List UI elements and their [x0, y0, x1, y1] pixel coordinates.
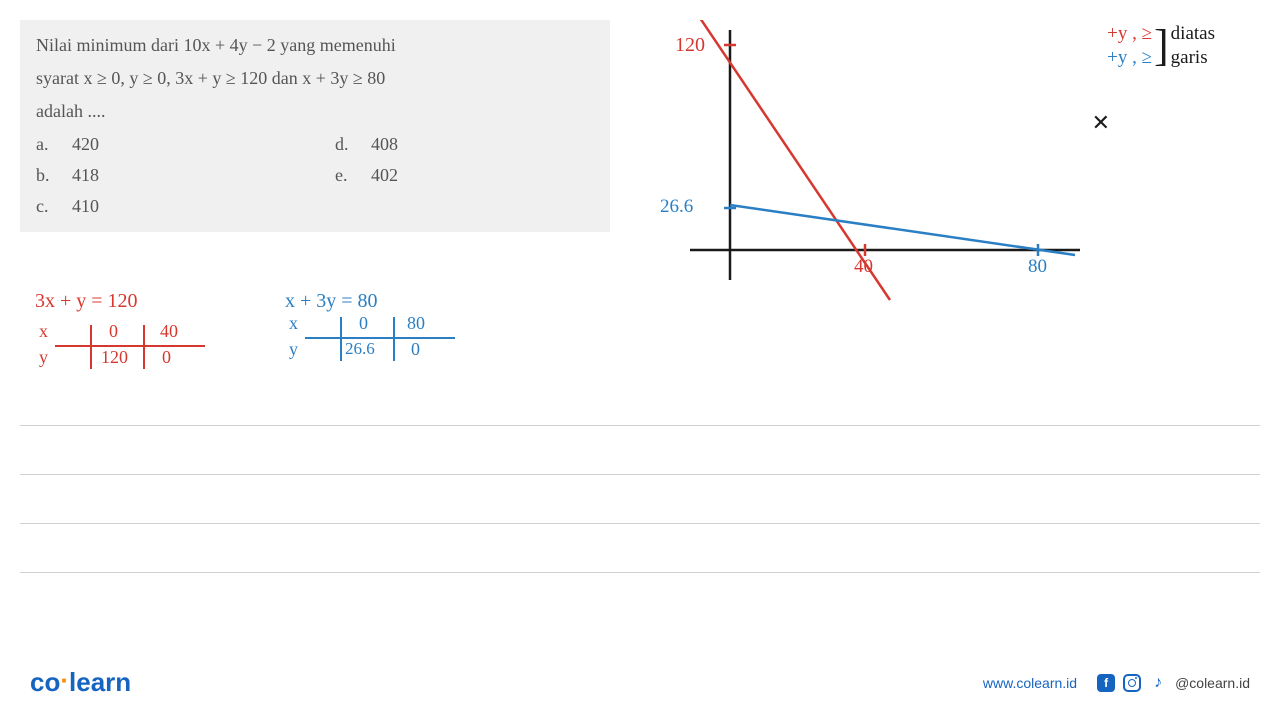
graph-area: 120 26.6 40 80 — [640, 20, 1100, 320]
eq1-r1c0: y — [39, 347, 48, 368]
option-a-text: 420 — [72, 131, 99, 158]
eq2-r1c0: y — [289, 339, 298, 360]
eq1-table-vline2 — [143, 325, 145, 369]
eq1-table-hline — [55, 345, 205, 347]
tiktok-icon: ♪ — [1149, 674, 1167, 692]
x-mark: ✕ — [1092, 110, 1110, 136]
eq1-r0c2: 40 — [160, 321, 178, 342]
eq1-r0c0: x — [39, 321, 48, 342]
legend-side2: garis — [1171, 46, 1215, 70]
eq2-r1c2: 0 — [411, 339, 420, 360]
option-b-text: 418 — [72, 162, 99, 189]
option-e-text: 402 — [371, 162, 398, 189]
eq1-table-vline1 — [90, 325, 92, 369]
eq2-r0c0: x — [289, 313, 298, 334]
work-equation-1: 3x + y = 120 x 0 40 y 120 0 — [35, 290, 215, 371]
option-b-letter: b. — [36, 162, 56, 189]
legend-row1: +y , ≥ — [1107, 22, 1152, 46]
work-equation-2: x + 3y = 80 x 0 80 y 26.6 0 — [285, 290, 465, 363]
option-a-letter: a. — [36, 131, 56, 158]
question-box: Nilai minimum dari 10x + 4y − 2 yang mem… — [20, 20, 610, 232]
logo-learn: learn — [69, 667, 131, 697]
label-x40: 40 — [854, 256, 873, 278]
eq1-text: 3x + y = 120 — [35, 290, 215, 313]
option-d: d. 408 — [335, 131, 594, 158]
label-y120: 120 — [675, 34, 705, 57]
facebook-icon: f — [1097, 674, 1115, 692]
legend-row2: +y , ≥ — [1107, 46, 1152, 70]
rule-4 — [20, 572, 1260, 573]
ruled-lines — [20, 425, 1260, 621]
option-e-letter: e. — [335, 162, 355, 189]
question-line-3: adalah .... — [36, 98, 594, 125]
eq2-table-vline2 — [393, 317, 395, 361]
brand-logo: co·learn — [30, 667, 131, 698]
label-y26: 26.6 — [660, 196, 693, 218]
footer-right: www.colearn.id f ♪ @colearn.id — [983, 674, 1250, 692]
option-a: a. 420 — [36, 131, 295, 158]
rule-1 — [20, 425, 1260, 426]
option-d-letter: d. — [335, 131, 355, 158]
eq2-table: x 0 80 y 26.6 0 — [285, 313, 465, 363]
eq2-table-vline1 — [340, 317, 342, 361]
logo-co: co — [30, 667, 60, 697]
footer: co·learn www.colearn.id f ♪ @colearn.id — [0, 667, 1280, 698]
eq2-r0c1: 0 — [359, 313, 368, 334]
option-c-letter: c. — [36, 193, 56, 220]
option-e: e. 402 — [335, 162, 594, 189]
option-d-text: 408 — [371, 131, 398, 158]
footer-handle: @colearn.id — [1175, 675, 1250, 691]
legend-side1: diatas — [1171, 22, 1215, 46]
eq2-table-hline — [305, 337, 455, 339]
instagram-icon — [1123, 674, 1141, 692]
eq2-r1c1: 26.6 — [345, 339, 375, 359]
footer-url: www.colearn.id — [983, 675, 1077, 691]
options-grid: a. 420 d. 408 b. 418 e. 402 c. 410 — [36, 131, 594, 220]
option-c-text: 410 — [72, 193, 99, 220]
option-c: c. 410 — [36, 193, 295, 220]
label-x80: 80 — [1028, 256, 1047, 278]
question-line-2: syarat x ≥ 0, y ≥ 0, 3x + y ≥ 120 dan x … — [36, 65, 594, 92]
rule-3 — [20, 523, 1260, 524]
eq1-r1c1: 120 — [101, 347, 128, 368]
bracket-icon: ] — [1154, 26, 1169, 66]
eq2-text: x + 3y = 80 — [285, 290, 465, 313]
option-b: b. 418 — [36, 162, 295, 189]
rule-2 — [20, 474, 1260, 475]
eq1-r0c1: 0 — [109, 321, 118, 342]
social-icons: f ♪ @colearn.id — [1097, 674, 1250, 692]
legend: +y , ≥ +y , ≥ ] diatas garis — [1107, 22, 1215, 70]
eq1-r1c2: 0 — [162, 347, 171, 368]
eq1-table: x 0 40 y 120 0 — [35, 321, 215, 371]
line-blue — [730, 205, 1075, 255]
question-line-1: Nilai minimum dari 10x + 4y − 2 yang mem… — [36, 32, 594, 59]
logo-dot-icon: · — [60, 665, 69, 696]
eq2-r0c2: 80 — [407, 313, 425, 334]
